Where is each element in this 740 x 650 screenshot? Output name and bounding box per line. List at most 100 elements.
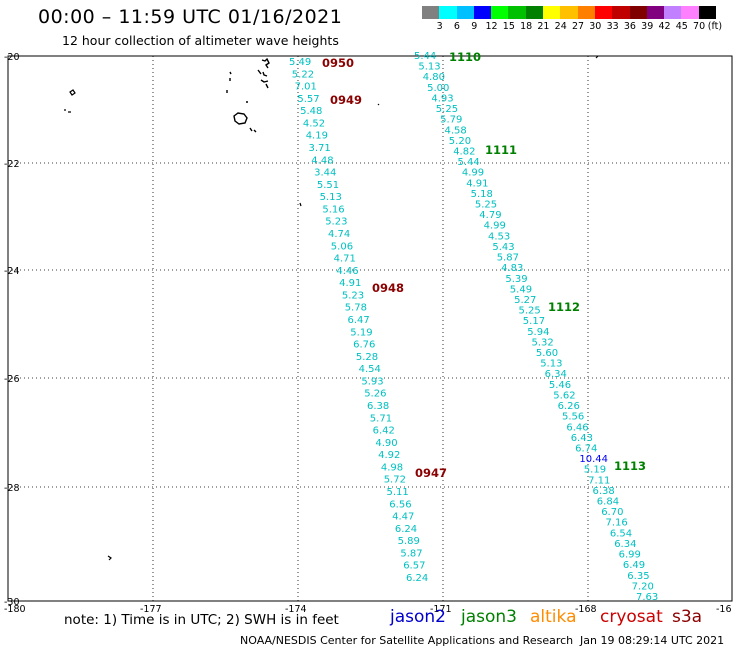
- wave-height-value: 5.49: [289, 57, 311, 68]
- pass-time-label: 0947: [415, 466, 447, 480]
- color-swatch: [681, 6, 699, 19]
- wave-height-value: 4.79: [479, 210, 501, 221]
- wave-height-value: 5.60: [536, 348, 558, 359]
- wave-height-value: 5.11: [387, 487, 409, 498]
- wave-height-value: 5.18: [471, 189, 493, 200]
- island-outline: [226, 90, 257, 133]
- wave-height-value: 3.44: [314, 168, 336, 179]
- latitude-label: -20: [4, 52, 20, 63]
- wave-height-value: 4.19: [306, 131, 328, 142]
- wave-height-value: 5.43: [492, 242, 514, 253]
- wave-height-value: 4.93: [431, 93, 453, 104]
- pass-time-label: 1111: [485, 143, 517, 157]
- map-title: 00:00 – 11:59 UTC 01/16/2021: [38, 6, 343, 28]
- wave-height-value: 5.26: [364, 389, 386, 400]
- wave-height-value: 4.91: [339, 278, 361, 289]
- wave-height-value: 5.16: [322, 204, 344, 215]
- axis-labels: -20 -22 -24 -26 -28 -30-180 -177 -174 -171 -168 -1…: [4, 52, 732, 615]
- latitude-label: -22: [4, 159, 20, 170]
- color-swatch: [629, 6, 647, 19]
- color-swatch: [473, 6, 492, 19]
- wave-height-value: 5.57: [297, 94, 319, 105]
- wave-height-value: 5.56: [562, 412, 584, 423]
- color-swatch: [594, 6, 613, 19]
- latitude-label: -24: [4, 266, 20, 277]
- color-scale-label: 6: [453, 21, 460, 32]
- longitude-label: -168: [575, 604, 597, 615]
- latitude-label: -28: [4, 483, 20, 494]
- wave-height-value: 6.34: [614, 539, 636, 550]
- color-swatch: [612, 6, 630, 19]
- wave-height-value: 4.92: [378, 450, 400, 461]
- wave-height-value: 4.53: [488, 231, 510, 242]
- wave-height-value: 7.20: [632, 581, 654, 592]
- pass-time-label: 0950: [322, 56, 354, 70]
- color-swatch: [664, 6, 682, 19]
- color-swatch: [439, 6, 457, 19]
- wave-height-value: 5.23: [342, 290, 364, 301]
- wave-height-value: 5.19: [584, 465, 606, 476]
- wave-height-value: 5.93: [361, 376, 383, 387]
- wave-height-value: 5.44: [458, 157, 480, 168]
- color-swatch: [525, 6, 544, 19]
- wave-height-value: 5.78: [345, 303, 367, 314]
- wave-height-value: 4.99: [462, 168, 484, 179]
- pass-time-labels: 0950 0949 0948 0947 1110 1111 1112 1113: [322, 50, 646, 480]
- wave-height-value: 7.01: [295, 82, 317, 93]
- map-grid: [7, 55, 733, 602]
- color-swatch: [456, 6, 474, 19]
- pass-time-label: 0948: [372, 281, 404, 295]
- satellite-label-cryosat: cryosat: [600, 607, 663, 627]
- island-outline: [64, 89, 76, 113]
- wave-height-value: 6.46: [566, 422, 588, 433]
- wave-height-value: 6.54: [610, 528, 632, 539]
- wave-height-value: 5.13: [320, 192, 342, 203]
- wave-height-value: 6.34: [545, 369, 567, 380]
- wave-height-value: 6.42: [373, 426, 395, 437]
- satellite-label-jason3: jason3: [461, 607, 517, 627]
- color-scale-label: 12: [485, 21, 498, 32]
- wave-height-value: 5.89: [398, 536, 420, 547]
- wave-height-value: 4.91: [466, 178, 488, 189]
- wave-height-value: 6.35: [627, 571, 649, 582]
- wave-height-value: 5.46: [549, 380, 571, 391]
- wave-height-value: 6.84: [597, 497, 619, 508]
- wave-height-value: 5.51: [317, 180, 339, 191]
- island-outline: [107, 555, 112, 561]
- longitude-label: -174: [285, 604, 307, 615]
- longitude-label: -180: [4, 604, 26, 615]
- color-scale-label: 70: [693, 21, 706, 32]
- wave-height-value: 4.74: [328, 229, 350, 240]
- wave-height-value: 6.26: [558, 401, 580, 412]
- wave-height-value: 5.94: [527, 327, 549, 338]
- wave-height-value: 5.79: [440, 115, 462, 126]
- wave-height-value: 5.17: [523, 316, 545, 327]
- wave-height-value: 5.00: [427, 83, 449, 94]
- wave-height-value: 5.48: [300, 106, 322, 117]
- wave-height-value: 4.99: [484, 221, 506, 232]
- color-scale-swatches: [422, 6, 722, 19]
- wave-height-value: 5.20: [449, 136, 471, 147]
- wave-height-value: 5.87: [497, 253, 519, 264]
- credit-line: NOAA/NESDIS Center for Satellite Applica…: [240, 634, 574, 647]
- wave-height-value: 4.90: [375, 438, 397, 449]
- wave-height-value: 7.11: [588, 475, 610, 486]
- color-scale-label: 39: [641, 21, 654, 32]
- map-subtitle: 12 hour collection of altimeter wave hei…: [62, 33, 339, 48]
- wave-height-value: 4.58: [445, 125, 467, 136]
- wave-height-value: 5.62: [553, 391, 575, 402]
- latitude-label: -30: [4, 597, 20, 608]
- color-swatch: [560, 6, 578, 19]
- wave-height-value: 5.72: [384, 475, 406, 486]
- wave-height-value: 6.57: [403, 561, 425, 572]
- color-scale-label: 42: [658, 21, 671, 32]
- map-frame: [7, 55, 733, 602]
- color-swatch: [543, 6, 561, 19]
- wave-height-value: 5.19: [350, 327, 372, 338]
- wave-height-value: 6.76: [353, 340, 375, 351]
- color-scale-labels: 3 6 9 12 15 18 21 24 27 30 33 36 39 42 45 70 (ft): [422, 21, 722, 32]
- wave-height-value: 6.99: [619, 550, 641, 561]
- wave-height-value: 5.49: [510, 284, 532, 295]
- color-scale-label: 18: [520, 21, 533, 32]
- longitude-label: -177: [140, 604, 162, 615]
